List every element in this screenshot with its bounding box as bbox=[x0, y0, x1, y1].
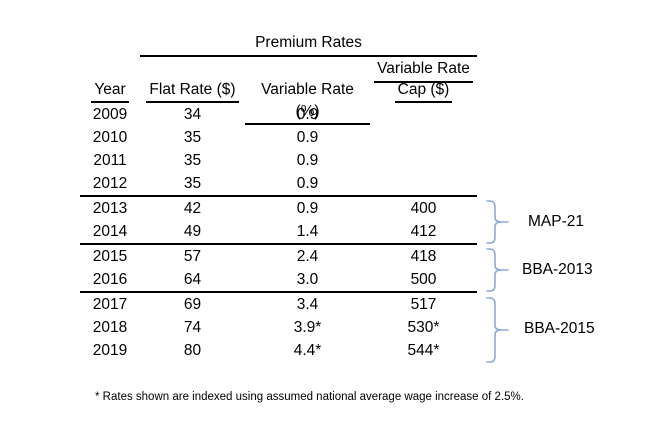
flat-rate-cell: 34 bbox=[183, 106, 202, 123]
row-group-bba2015: 2017 69 3.4 517 2018 74 3.9* 530* 2019 8… bbox=[80, 291, 477, 362]
variable-rate-cell: 2.4 bbox=[296, 248, 319, 265]
cap-cell bbox=[370, 126, 477, 149]
flat-rate-cell: 49 bbox=[183, 223, 202, 240]
cap-cell: 517 bbox=[410, 296, 437, 313]
variable-rate-cell: 3.9* bbox=[293, 319, 322, 336]
cap-cell bbox=[370, 172, 477, 195]
variable-rate-cell: 3.0 bbox=[296, 271, 319, 288]
year-cell: 2016 bbox=[92, 271, 128, 288]
row-group-bba2013: 2015 57 2.4 418 2016 64 3.0 500 bbox=[80, 243, 477, 291]
variable-rate-cell: 3.4 bbox=[296, 296, 319, 313]
column-header-flat-rate: Flat Rate ($) bbox=[140, 79, 245, 103]
year-cell: 2018 bbox=[92, 319, 128, 336]
brace-bba2015-icon bbox=[486, 297, 509, 363]
flat-rate-cell: 35 bbox=[183, 152, 202, 169]
row-group-map21: 2013 42 0.9 400 2014 49 1.4 412 bbox=[80, 195, 477, 243]
column-header-cap-line1-text: Variable Rate bbox=[374, 57, 473, 83]
flat-rate-cell: 74 bbox=[183, 319, 202, 336]
column-header-variable-rate: Variable Rate (%) bbox=[245, 79, 370, 125]
cap-cell: 418 bbox=[410, 248, 437, 265]
cap-cell: 530* bbox=[407, 319, 440, 336]
year-cell: 2014 bbox=[92, 223, 128, 240]
year-cell: 2015 bbox=[92, 248, 128, 265]
cap-cell bbox=[370, 149, 477, 172]
year-cell: 2013 bbox=[92, 200, 128, 217]
brace-bba2013-icon bbox=[486, 248, 509, 292]
row-group-pre-map21: 2009 34 0.9 2010 35 0.9 2011 35 0.9 2012… bbox=[80, 103, 477, 195]
column-header-cap-line1: Variable Rate bbox=[370, 57, 477, 83]
variable-rate-cell: 0.9 bbox=[296, 106, 319, 123]
cap-cell: 412 bbox=[410, 223, 437, 240]
flat-rate-cell: 80 bbox=[183, 342, 202, 359]
flat-rate-cell: 57 bbox=[183, 248, 202, 265]
variable-rate-cell: 4.4* bbox=[293, 342, 322, 359]
year-cell: 2019 bbox=[92, 342, 128, 359]
table-title: Premium Rates bbox=[140, 33, 477, 57]
column-header-cap-line2: Cap ($) bbox=[370, 79, 477, 103]
table-header: Premium Rates Variable Rate Year Flat Ra… bbox=[80, 33, 477, 125]
year-cell: 2012 bbox=[92, 175, 128, 192]
year-cell: 2010 bbox=[92, 129, 128, 146]
column-header-variable-rate-text: Variable Rate (%) bbox=[245, 79, 370, 125]
brace-map21-icon bbox=[486, 200, 509, 244]
variable-rate-cell: 1.4 bbox=[296, 223, 319, 240]
column-header-flat-rate-text: Flat Rate ($) bbox=[146, 79, 239, 103]
flat-rate-cell: 35 bbox=[183, 175, 202, 192]
group-label-map21: MAP-21 bbox=[528, 213, 584, 230]
variable-rate-cell: 0.9 bbox=[296, 175, 319, 192]
cap-cell: 400 bbox=[410, 200, 437, 217]
year-cell: 2017 bbox=[92, 296, 128, 313]
cap-cell bbox=[370, 103, 477, 126]
flat-rate-cell: 35 bbox=[183, 129, 202, 146]
column-header-cap-line2-text: Cap ($) bbox=[394, 79, 453, 103]
group-label-bba2015: BBA-2015 bbox=[524, 320, 595, 337]
flat-rate-cell: 42 bbox=[183, 200, 202, 217]
premium-rates-table: Premium Rates Variable Rate Year Flat Ra… bbox=[80, 33, 477, 362]
year-cell: 2009 bbox=[92, 106, 128, 123]
cap-cell: 544* bbox=[407, 342, 440, 359]
year-cell: 2011 bbox=[93, 152, 127, 169]
variable-rate-cell: 0.9 bbox=[296, 129, 319, 146]
variable-rate-cell: 0.9 bbox=[296, 200, 319, 217]
group-label-bba2013: BBA-2013 bbox=[522, 261, 593, 278]
column-header-year: Year bbox=[80, 79, 140, 103]
footnote: * Rates shown are indexed using assumed … bbox=[95, 391, 524, 403]
variable-rate-cell: 0.9 bbox=[296, 152, 319, 169]
flat-rate-cell: 69 bbox=[183, 296, 202, 313]
flat-rate-cell: 64 bbox=[183, 271, 202, 288]
column-header-year-text: Year bbox=[91, 79, 129, 103]
cap-cell: 500 bbox=[410, 271, 437, 288]
